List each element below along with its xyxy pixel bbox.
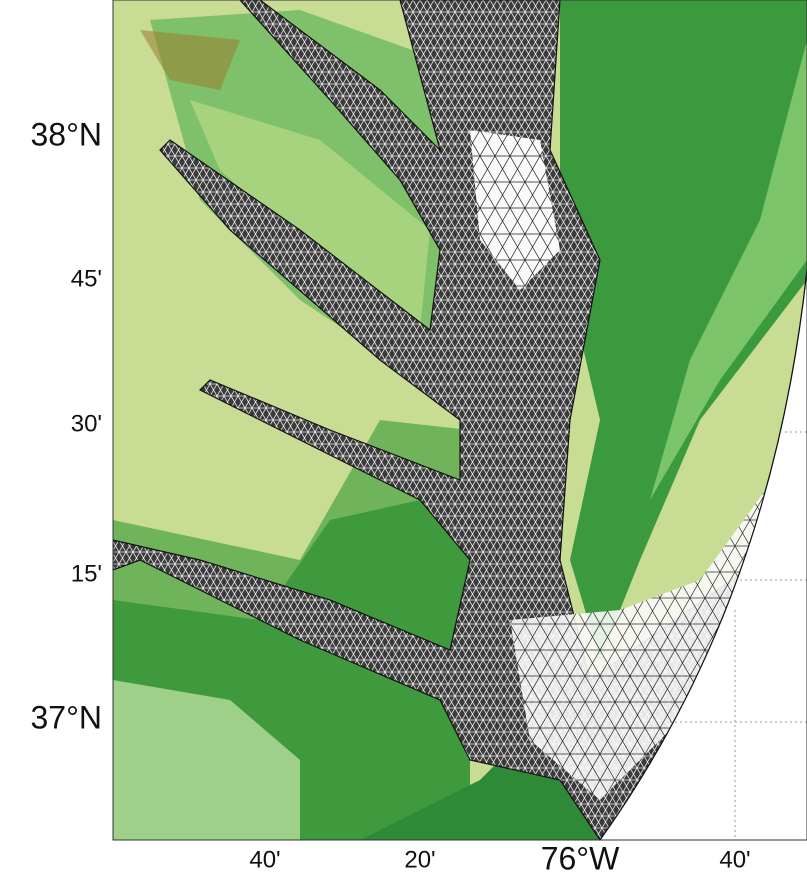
- lat-label: 37°N: [31, 699, 103, 735]
- lon-label: 40': [249, 846, 280, 873]
- lat-label: 45': [71, 265, 102, 292]
- lon-label: 76°W: [541, 840, 620, 876]
- lon-label: 20': [404, 846, 435, 873]
- lat-label: 38°N: [31, 116, 103, 152]
- lat-label: 15': [71, 560, 102, 587]
- lon-label: 40': [719, 846, 750, 873]
- page: 38°N45'30'15'37°N40'20'76°W40' (() => { …: [0, 0, 807, 881]
- lat-label: 30': [71, 410, 102, 437]
- map-area: [113, 0, 807, 840]
- map-figure: 38°N 45' 30' 15' 37°N 40' 20' 76°W 40': [0, 0, 807, 881]
